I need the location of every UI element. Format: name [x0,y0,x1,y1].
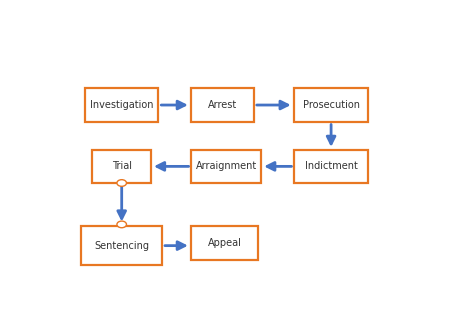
Text: Investigation: Investigation [90,100,154,110]
Text: Prosecution: Prosecution [302,100,360,110]
FancyBboxPatch shape [294,150,368,183]
FancyBboxPatch shape [82,226,162,265]
FancyBboxPatch shape [92,150,151,183]
Text: Arraignment: Arraignment [196,161,257,171]
Circle shape [117,221,127,228]
Text: Indictment: Indictment [305,161,357,171]
FancyBboxPatch shape [191,88,254,122]
FancyBboxPatch shape [191,150,261,183]
Text: Sentencing: Sentencing [94,241,149,251]
FancyBboxPatch shape [294,88,368,122]
FancyBboxPatch shape [191,226,258,260]
Text: Arrest: Arrest [208,100,237,110]
FancyBboxPatch shape [85,88,158,122]
Text: Appeal: Appeal [208,238,241,248]
Text: Trial: Trial [112,161,132,171]
Circle shape [117,180,127,186]
